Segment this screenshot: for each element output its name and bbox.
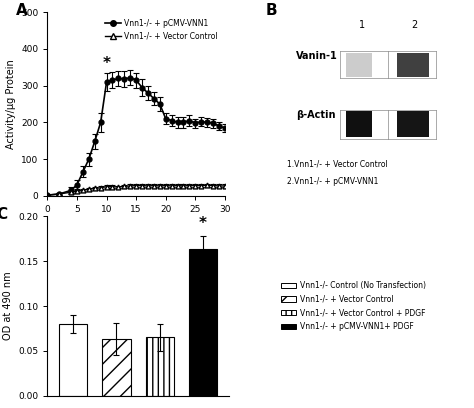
- Bar: [102, 339, 130, 396]
- Text: Vanin-1: Vanin-1: [296, 51, 337, 61]
- Text: A: A: [16, 3, 27, 18]
- Text: 1.Vnn1-/- + Vector Control: 1.Vnn1-/- + Vector Control: [287, 159, 388, 168]
- Bar: [346, 53, 372, 77]
- Text: 2: 2: [412, 20, 418, 30]
- Text: 1: 1: [358, 20, 365, 30]
- Text: 2.Vnn1-/- + pCMV-VNN1: 2.Vnn1-/- + pCMV-VNN1: [287, 177, 378, 186]
- Bar: [59, 324, 87, 396]
- Text: β-Actin: β-Actin: [296, 110, 336, 120]
- Y-axis label: Activity/µg Protein: Activity/µg Protein: [6, 59, 16, 149]
- Bar: [397, 53, 429, 77]
- Legend: Vnn1-/- Control (No Transfection), Vnn1-/- + Vector Control, Vnn1-/- + Vector Co: Vnn1-/- Control (No Transfection), Vnn1-…: [278, 278, 429, 334]
- X-axis label: Time (min): Time (min): [109, 220, 163, 229]
- Bar: [189, 249, 217, 396]
- Bar: [146, 337, 173, 396]
- Legend: Vnn1-/- + pCMV-VNN1, Vnn1-/- + Vector Control: Vnn1-/- + pCMV-VNN1, Vnn1-/- + Vector Co…: [102, 16, 221, 44]
- Bar: [397, 111, 429, 137]
- Y-axis label: OD at 490 nm: OD at 490 nm: [3, 272, 13, 340]
- Text: *: *: [102, 56, 110, 71]
- Text: B: B: [266, 3, 277, 18]
- Text: *: *: [199, 217, 207, 231]
- Bar: [346, 111, 372, 137]
- Text: C: C: [0, 207, 8, 222]
